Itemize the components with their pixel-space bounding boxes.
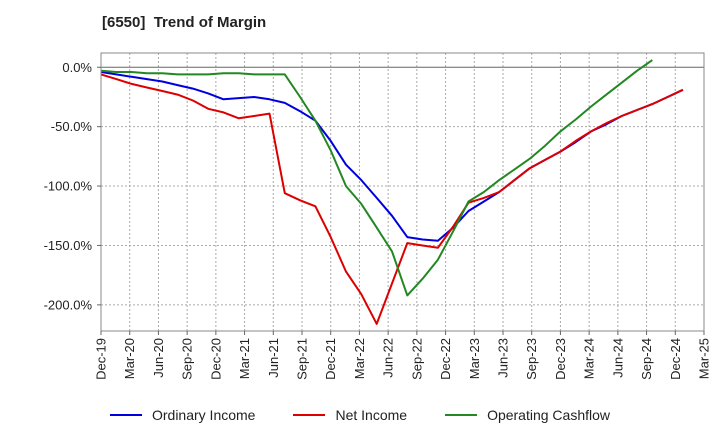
y-tick-label: 0.0% — [62, 60, 92, 75]
x-tick-label: Dec-22 — [438, 338, 453, 380]
grid-lines — [101, 53, 704, 331]
series-line-ordinary-income — [100, 71, 684, 242]
plot-frame — [100, 52, 705, 332]
x-tick-label: Mar-24 — [582, 338, 597, 379]
y-tick-label: -200.0% — [44, 297, 93, 312]
legend: Ordinary Income Net Income Operating Cashf… — [0, 405, 720, 425]
legend-item: Operating Cashflow — [445, 405, 610, 425]
y-tick-label: -150.0% — [44, 238, 93, 253]
legend-swatch — [445, 414, 478, 416]
legend-label: Operating Cashflow — [487, 407, 611, 423]
x-tick-label: Sep-23 — [524, 338, 539, 380]
x-tick-label: Dec-19 — [94, 338, 109, 380]
legend-label: Ordinary Income — [151, 407, 256, 423]
x-tick-label: Jun-24 — [610, 338, 625, 378]
x-tick-label: Jun-21 — [266, 338, 281, 378]
series-lines — [100, 59, 684, 325]
x-tick-label: Dec-24 — [668, 338, 683, 380]
x-tick-label: Jun-20 — [151, 338, 166, 378]
legend-label: Net Income — [335, 407, 408, 423]
x-tick-labels: Dec-19 Mar-20 Jun-20 Sep-20 Dec-20 Mar-21 Jun-… — [94, 331, 712, 380]
x-tick-label: Jun-22 — [381, 338, 396, 378]
x-tick-label: Jun-23 — [496, 338, 511, 378]
y-tick-label: -100.0% — [44, 179, 93, 194]
x-tick-label: Dec-23 — [553, 338, 568, 380]
chart-title: [6550] Trend of Margin — [102, 14, 267, 31]
series-line-operating-cashflow — [100, 59, 653, 297]
x-tick-label: Mar-23 — [467, 338, 482, 379]
x-tick-label: Sep-22 — [409, 338, 424, 380]
series-line-net-income — [100, 73, 684, 325]
legend-item: Net Income — [293, 405, 407, 425]
legend-swatch — [109, 414, 142, 416]
legend-item: Ordinary Income — [109, 405, 256, 425]
x-tick-label: Mar-21 — [237, 338, 252, 379]
x-tick-label: Dec-20 — [208, 338, 223, 380]
x-tick-label: Mar-22 — [352, 338, 367, 379]
x-tick-label: Mar-25 — [697, 338, 712, 379]
x-tick-label: Sep-21 — [295, 338, 310, 380]
x-tick-label: Sep-20 — [180, 338, 195, 380]
y-tick-label: -50.0% — [51, 119, 93, 134]
x-tick-label: Sep-24 — [639, 338, 654, 380]
legend-swatch — [293, 414, 326, 416]
y-tick-labels: 0.0% -50.0% -100.0% -150.0% -200.0% — [44, 60, 101, 312]
x-tick-label: Dec-21 — [323, 338, 338, 380]
x-tick-label: Mar-20 — [122, 338, 137, 379]
